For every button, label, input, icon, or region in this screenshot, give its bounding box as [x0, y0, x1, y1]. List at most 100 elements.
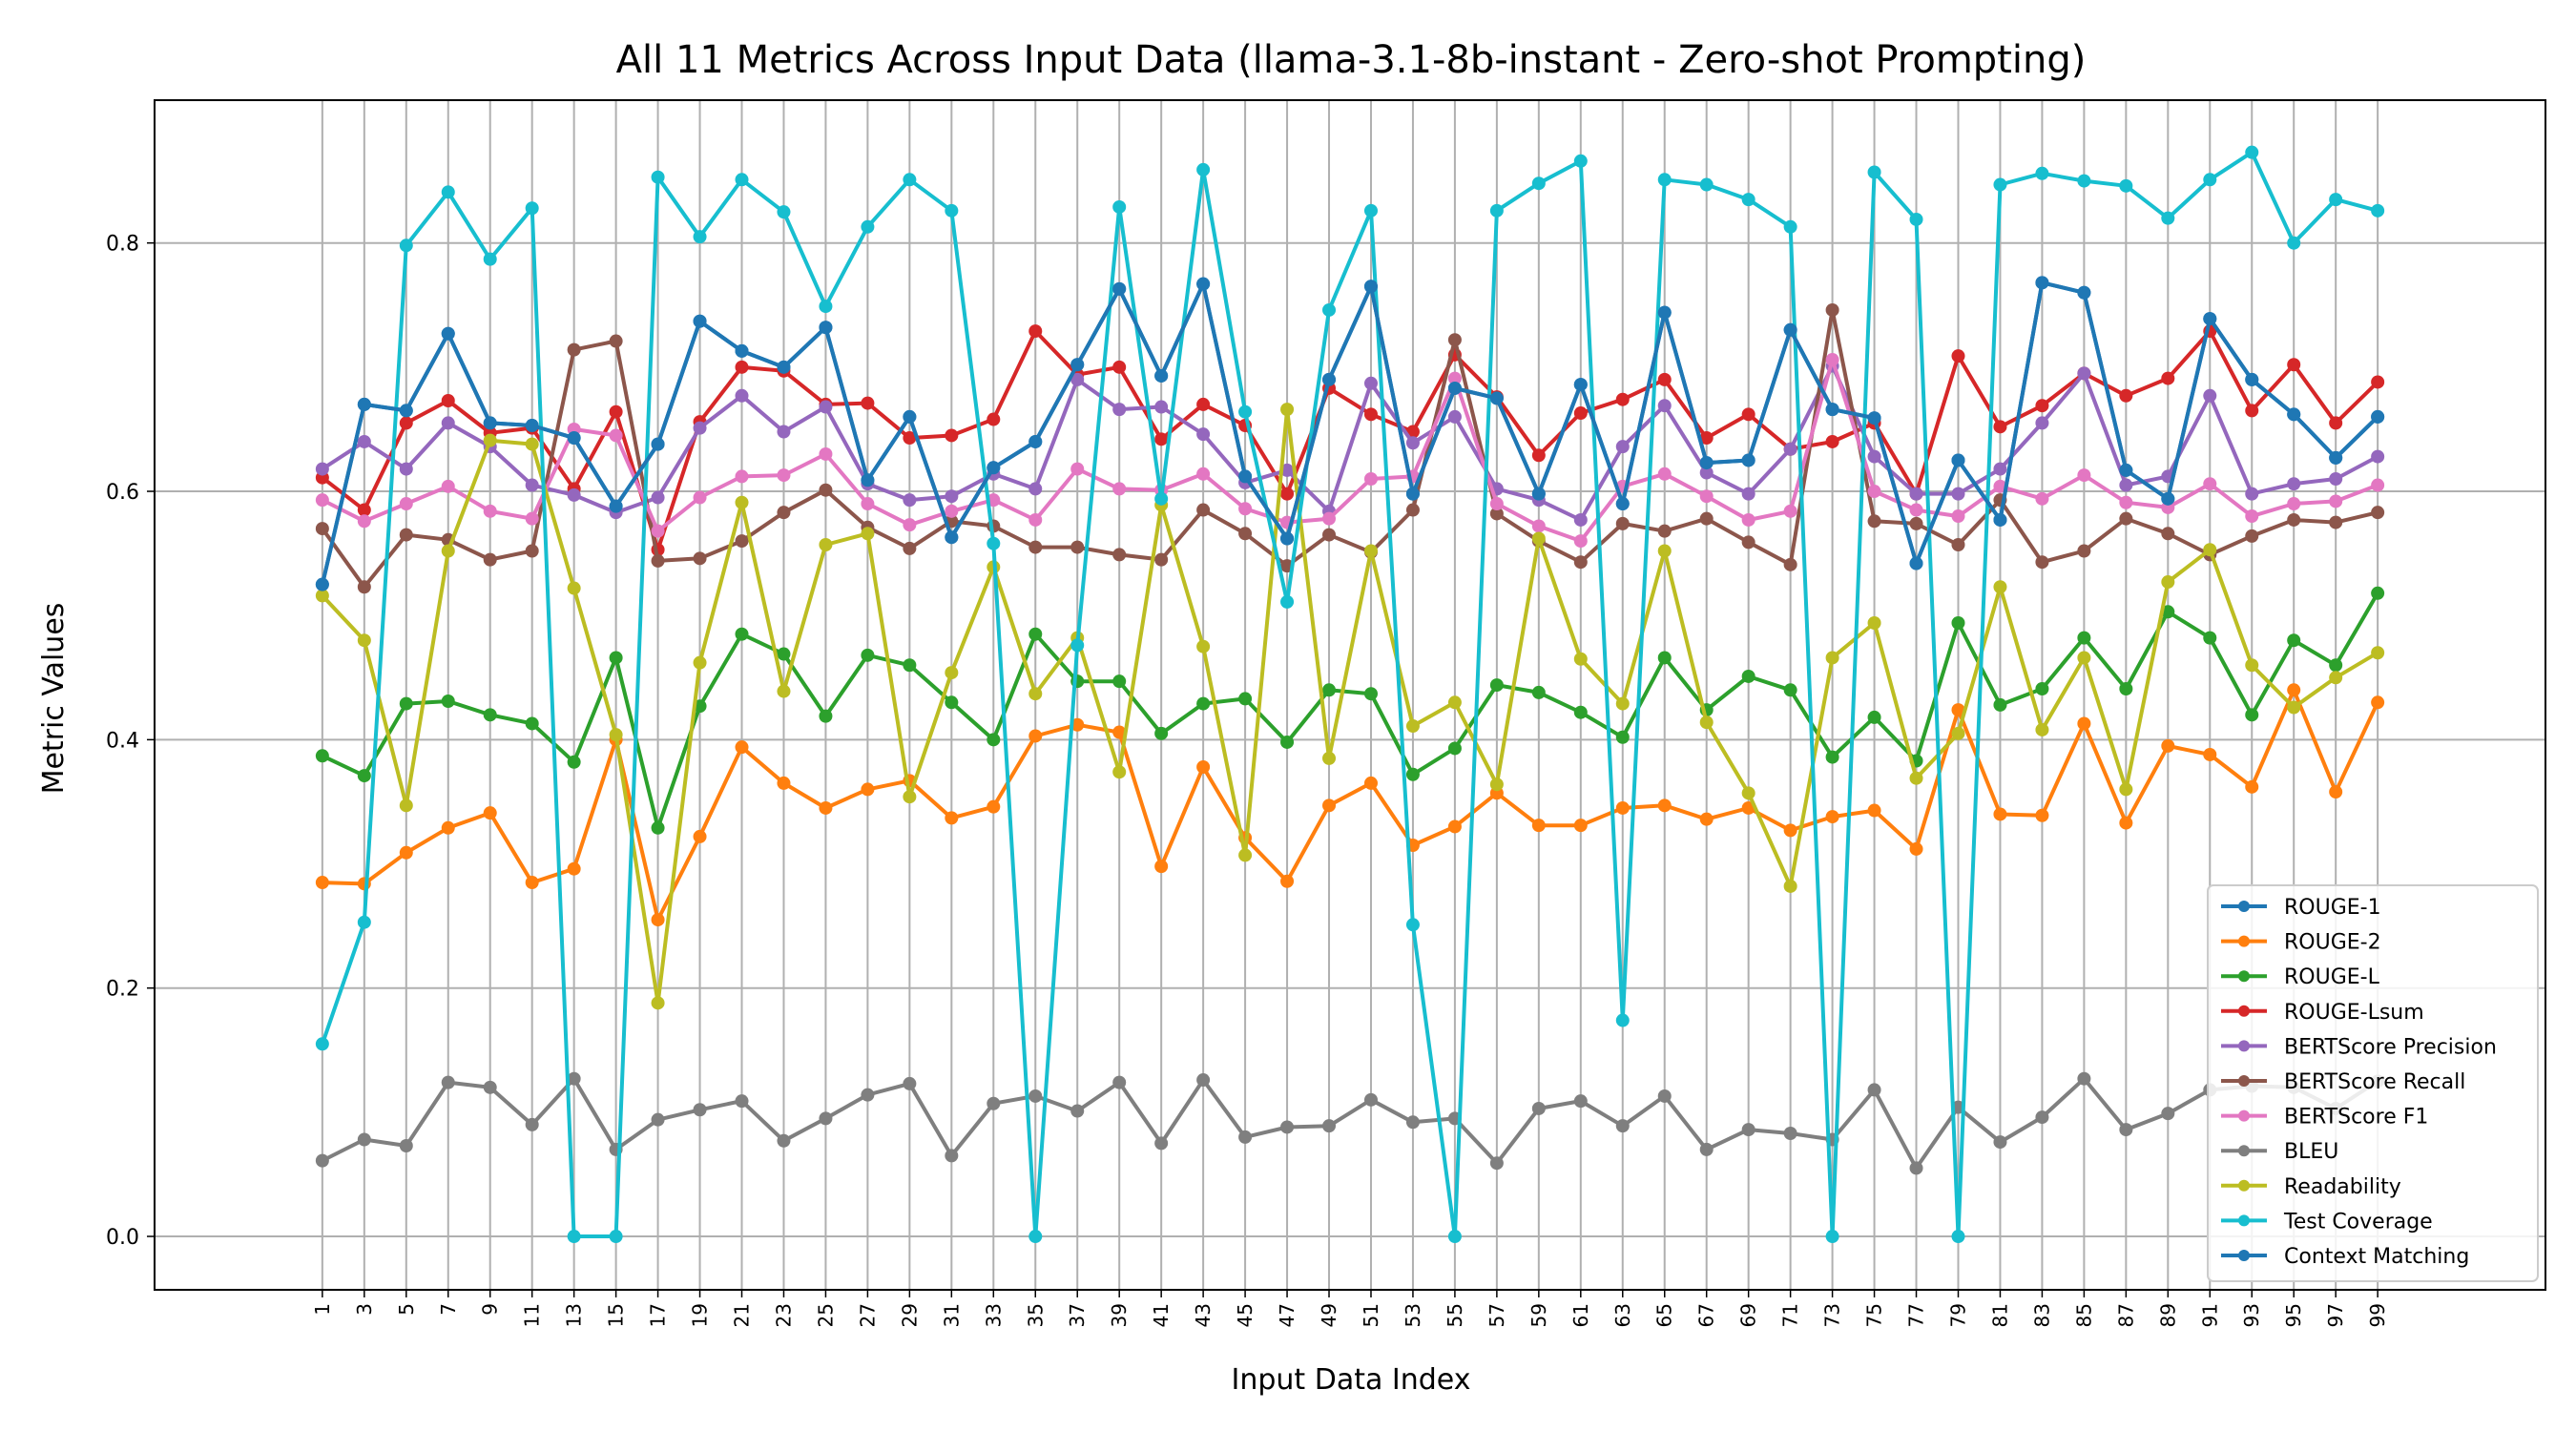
data-point — [2119, 495, 2133, 509]
x-tick-label: 19 — [689, 1303, 712, 1327]
data-point — [609, 499, 623, 513]
data-point — [2329, 472, 2343, 487]
legend-label: ROUGE-Lsum — [2284, 1001, 2424, 1025]
data-point — [2161, 491, 2175, 506]
data-point — [1825, 302, 1839, 317]
data-point — [1783, 823, 1797, 838]
legend-label: BLEU — [2284, 1140, 2338, 1164]
data-point — [693, 230, 707, 244]
data-point — [1112, 281, 1127, 296]
data-point — [525, 201, 539, 216]
data-point — [1405, 436, 1420, 450]
data-point — [399, 238, 413, 253]
data-point — [2161, 738, 2175, 753]
data-point — [1405, 487, 1420, 501]
data-point — [2287, 683, 2301, 697]
data-point — [1909, 516, 1923, 530]
legend-label: ROUGE-1 — [2284, 896, 2381, 920]
data-point — [483, 433, 497, 447]
series-line — [321, 363, 2379, 522]
data-point — [2035, 166, 2049, 180]
data-point — [1489, 507, 1504, 521]
data-point — [1699, 431, 1714, 446]
data-point — [1699, 489, 1714, 504]
series-line — [321, 308, 2379, 590]
x-tick-label: 33 — [982, 1303, 1005, 1327]
data-point — [1447, 741, 1462, 756]
data-point — [1657, 305, 1672, 320]
data-point — [1825, 810, 1839, 824]
data-point — [1322, 683, 1337, 697]
data-point — [1699, 177, 1714, 192]
data-point — [2203, 477, 2217, 491]
data-point — [777, 776, 791, 790]
data-point — [2077, 631, 2091, 645]
data-point — [2035, 399, 2049, 413]
data-point — [1909, 1161, 1923, 1175]
x-tick-label: 21 — [731, 1303, 754, 1327]
x-tick-label: 1 — [311, 1303, 334, 1316]
data-point — [2287, 358, 2301, 372]
data-point — [903, 658, 917, 673]
series-6 — [315, 353, 2385, 549]
data-point — [2245, 509, 2259, 524]
data-point — [1447, 695, 1462, 710]
x-tick-label: 99 — [2366, 1303, 2389, 1327]
data-point — [2287, 512, 2301, 527]
data-point — [903, 173, 917, 187]
data-point — [2161, 371, 2175, 385]
data-point — [693, 490, 707, 505]
data-point — [441, 820, 455, 835]
data-point — [525, 478, 539, 492]
data-point — [399, 696, 413, 711]
data-point — [945, 428, 959, 443]
data-point — [735, 534, 749, 549]
series-line — [321, 150, 2379, 1238]
data-point — [2035, 416, 2049, 430]
data-point — [1322, 302, 1337, 317]
data-point — [2287, 700, 2301, 715]
data-point — [1699, 812, 1714, 826]
data-point — [2119, 478, 2133, 492]
series-9 — [315, 145, 2385, 1244]
data-point — [1070, 358, 1085, 372]
data-point — [2035, 491, 2049, 506]
data-point — [1867, 165, 1881, 179]
legend-marker — [2238, 1250, 2250, 1261]
data-point — [1028, 482, 1043, 496]
data-point — [1070, 717, 1085, 732]
legend-label: BERTScore Recall — [2284, 1070, 2465, 1094]
data-point — [2203, 173, 2217, 187]
legend-marker — [2238, 935, 2250, 947]
data-point — [2371, 586, 2385, 600]
data-point — [1783, 442, 1797, 456]
data-point — [945, 489, 959, 504]
x-tick-label: 63 — [1611, 1303, 1634, 1327]
data-point — [1154, 726, 1169, 740]
data-point — [567, 342, 581, 357]
data-point — [903, 518, 917, 532]
data-point — [987, 733, 1001, 747]
data-point — [1573, 555, 1588, 570]
x-tick-label: 41 — [1150, 1303, 1173, 1327]
data-point — [1489, 203, 1504, 218]
data-point — [2329, 450, 2343, 465]
data-point — [1615, 516, 1630, 530]
data-point — [357, 580, 371, 594]
data-point — [777, 468, 791, 483]
data-point — [1573, 378, 1588, 392]
data-point — [1951, 616, 1965, 631]
data-point — [693, 1103, 707, 1117]
data-point — [609, 428, 623, 443]
data-point — [1112, 674, 1127, 689]
data-point — [2077, 1071, 2091, 1086]
data-point — [1322, 1119, 1337, 1133]
data-point — [441, 479, 455, 493]
data-point — [2203, 543, 2217, 557]
x-tick-label: 3 — [353, 1303, 376, 1316]
data-point — [1363, 407, 1378, 422]
data-point — [735, 740, 749, 755]
legend: ROUGE-1 ROUGE-2 ROUGE-L ROUGE-Lsum BERTScore… — [2207, 884, 2539, 1282]
data-point — [2203, 747, 2217, 761]
data-point — [987, 536, 1001, 550]
